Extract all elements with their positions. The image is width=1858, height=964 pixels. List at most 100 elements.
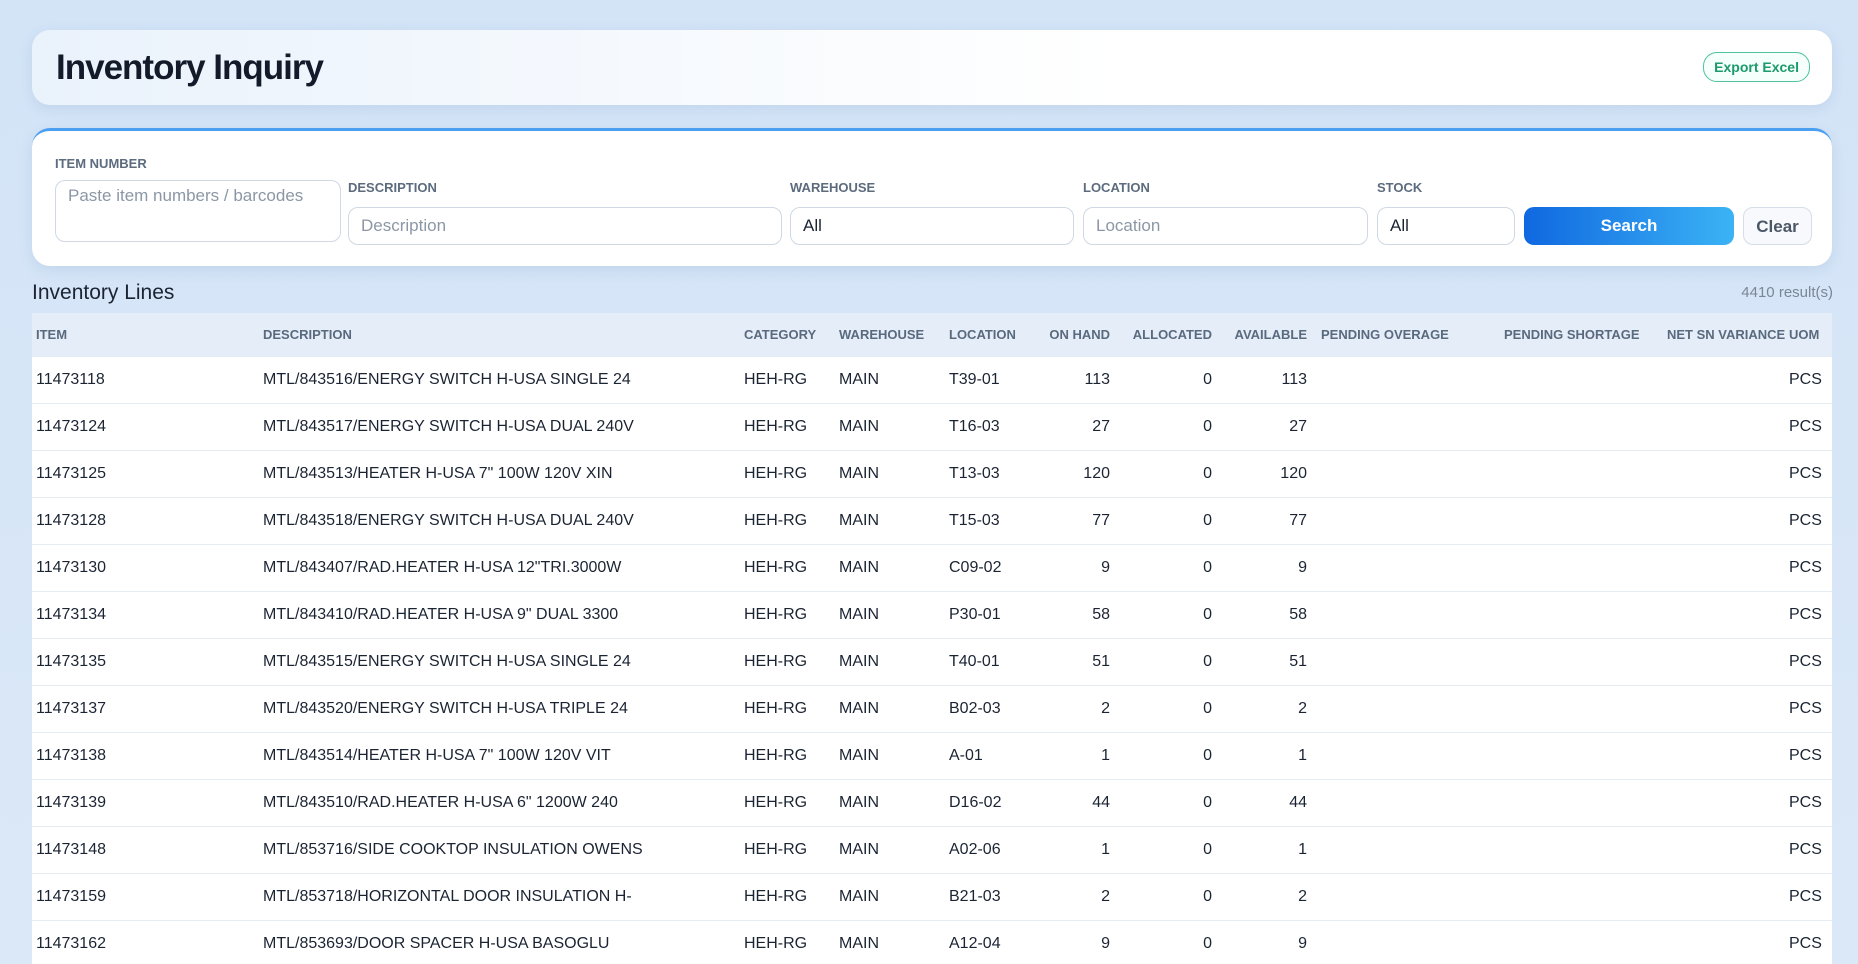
empty-cell <box>1500 544 1663 592</box>
column-header: ALLOCATED <box>1120 313 1222 357</box>
description-cell: MTL/843513/HEATER H-USA 7" 100W 120V XIN <box>259 450 740 498</box>
allocated-cell: 0 <box>1120 356 1222 404</box>
allocated-cell: 0 <box>1120 403 1222 451</box>
table-row: 11473162 MTL/853693/DOOR SPACER H-USA BAS… <box>32 920 1832 964</box>
description-cell: MTL/843410/RAD.HEATER H-USA 9" DUAL 3300 <box>259 591 740 639</box>
on-hand-cell: 2 <box>1040 873 1120 921</box>
field-label: DESCRIPTION <box>348 180 437 195</box>
item-cell: 11473148 <box>32 826 259 874</box>
column-header: ON HAND <box>1040 313 1120 357</box>
export-button[interactable]: Export Excel <box>1703 52 1810 82</box>
empty-cell <box>1500 920 1663 964</box>
description-input[interactable]: Description <box>348 207 782 245</box>
on-hand-cell: 2 <box>1040 685 1120 733</box>
allocated-cell: 0 <box>1120 826 1222 874</box>
available-cell: 9 <box>1222 544 1317 592</box>
field-label: LOCATION <box>1083 180 1150 195</box>
table-row: 11473159 MTL/853718/HORIZONTAL DOOR INSUL… <box>32 873 1832 921</box>
empty-cell <box>1663 685 1785 733</box>
warehouse-cell: MAIN <box>835 826 945 874</box>
location-input[interactable]: Location <box>1083 207 1368 245</box>
item-cell: 11473138 <box>32 732 259 780</box>
category-cell: HEH-RG <box>740 732 835 780</box>
warehouse-cell: MAIN <box>835 732 945 780</box>
allocated-cell: 0 <box>1120 497 1222 545</box>
column-header: WAREHOUSE <box>835 313 945 357</box>
table-row: 11473130 MTL/843407/RAD.HEATER H-USA 12"T… <box>32 544 1832 592</box>
available-cell: 1 <box>1222 826 1317 874</box>
item-cell: 11473159 <box>32 873 259 921</box>
description-cell: MTL/843407/RAD.HEATER H-USA 12"TRI.3000W <box>259 544 740 592</box>
location-cell: A12-04 <box>945 920 1040 964</box>
allocated-cell: 0 <box>1120 544 1222 592</box>
section-title: Inventory Lines <box>32 281 175 304</box>
warehouse-select[interactable]: All <box>790 207 1074 245</box>
column-header: CATEGORY <box>740 313 835 357</box>
item-cell: 11473139 <box>32 779 259 827</box>
on-hand-cell: 1 <box>1040 732 1120 780</box>
warehouse-cell: MAIN <box>835 497 945 545</box>
select-value: All <box>1390 216 1409 235</box>
item-cell: 11473130 <box>32 544 259 592</box>
warehouse-cell: MAIN <box>835 450 945 498</box>
available-cell: 77 <box>1222 497 1317 545</box>
category-cell: HEH-RG <box>740 920 835 964</box>
column-header: DESCRIPTION <box>259 313 740 357</box>
allocated-cell: 0 <box>1120 779 1222 827</box>
column-header: LOCATION <box>945 313 1040 357</box>
field-label: STOCK <box>1377 180 1423 195</box>
clear-button[interactable]: Clear <box>1743 207 1812 245</box>
available-cell: 9 <box>1222 920 1317 964</box>
item-cell: 11473125 <box>32 450 259 498</box>
location-cell: P30-01 <box>945 591 1040 639</box>
table-row: 11473128 MTL/843518/ENERGY SWITCH H-USA D… <box>32 497 1832 545</box>
on-hand-cell: 120 <box>1040 450 1120 498</box>
search-button[interactable]: Search <box>1524 207 1734 245</box>
select-value: All <box>803 216 822 235</box>
column-header: NET SN VARIANCE <box>1663 313 1785 357</box>
description-cell: MTL/843518/ENERGY SWITCH H-USA DUAL 240V <box>259 497 740 545</box>
item-cell: 11473118 <box>32 356 259 404</box>
location-cell: T16-03 <box>945 403 1040 451</box>
empty-cell <box>1500 732 1663 780</box>
empty-cell <box>1663 873 1785 921</box>
placeholder: Description <box>361 216 447 235</box>
empty-cell <box>1500 638 1663 686</box>
location-cell: A-01 <box>945 732 1040 780</box>
table-row: 11473148 MTL/853716/SIDE COOKTOP INSULATI… <box>32 826 1832 874</box>
empty-cell <box>1317 920 1500 964</box>
available-cell: 113 <box>1222 356 1317 404</box>
inventory-table: ITEM DESCRIPTION CATEGORY WAREHOUSE LOCATION… <box>32 313 1832 964</box>
item-number-input[interactable]: Paste item numbers / barcodes <box>55 180 341 242</box>
description-cell: MTL/843510/RAD.HEATER H-USA 6" 1200W 240 <box>259 779 740 827</box>
on-hand-cell: 9 <box>1040 920 1120 964</box>
table-row: 11473118 MTL/843516/ENERGY SWITCH H-USA S… <box>32 356 1832 404</box>
uom-cell: PCS <box>1785 779 1832 827</box>
empty-cell <box>1663 638 1785 686</box>
uom-cell: PCS <box>1785 685 1832 733</box>
location-cell: B21-03 <box>945 873 1040 921</box>
stock-select[interactable]: All <box>1377 207 1515 245</box>
description-cell: MTL/853716/SIDE COOKTOP INSULATION OWENS <box>259 826 740 874</box>
column-header: AVAILABLE <box>1222 313 1317 357</box>
uom-cell: PCS <box>1785 497 1832 545</box>
available-cell: 44 <box>1222 779 1317 827</box>
description-cell: MTL/853693/DOOR SPACER H-USA BASOGLU <box>259 920 740 964</box>
field-label: WAREHOUSE <box>790 180 876 195</box>
column-header: PENDING OVERAGE <box>1317 313 1500 357</box>
empty-cell <box>1500 497 1663 545</box>
warehouse-cell: MAIN <box>835 591 945 639</box>
location-cell: T39-01 <box>945 356 1040 404</box>
result-count: 4410 result(s) <box>1741 284 1833 301</box>
empty-cell <box>1500 873 1663 921</box>
category-cell: HEH-RG <box>740 356 835 404</box>
uom-cell: PCS <box>1785 920 1832 964</box>
column-header: PENDING SHORTAGE <box>1500 313 1663 357</box>
item-cell: 11473128 <box>32 497 259 545</box>
empty-cell <box>1663 450 1785 498</box>
available-cell: 27 <box>1222 403 1317 451</box>
warehouse-cell: MAIN <box>835 356 945 404</box>
empty-cell <box>1317 450 1500 498</box>
empty-cell <box>1500 779 1663 827</box>
